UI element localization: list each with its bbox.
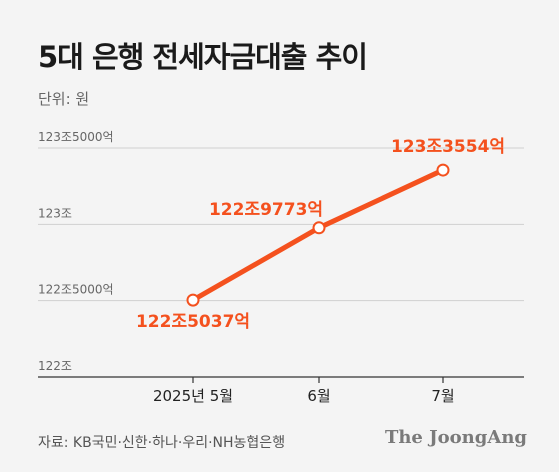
- x-tick-label: 7월: [431, 387, 454, 405]
- brand-logo: The JoongAng: [384, 427, 527, 448]
- label-layer: 122조5037억 122조9773억 123조3554억: [136, 137, 505, 332]
- y-tick-label: 122조: [38, 359, 72, 373]
- axis-layer: 122조 122조5000억 123조 123조5000억 2025년 5월 6월 7월: [38, 130, 524, 405]
- data-label: 123조3554억: [391, 137, 505, 157]
- x-tick-label: 2025년 5월: [153, 387, 233, 405]
- y-tick-label: 122조5000억: [38, 283, 114, 297]
- unit-label: 단위: 원: [38, 90, 90, 108]
- data-label: 122조9773억: [209, 200, 323, 220]
- y-tick-label: 123조: [38, 206, 72, 220]
- x-tick-label: 6월: [307, 387, 330, 405]
- data-label: 122조5037억: [136, 312, 250, 332]
- series-line: [190, 167, 446, 303]
- source-note: 자료: KB국민·신한·하나·우리·NH농협은행: [38, 435, 286, 451]
- data-point: [186, 293, 200, 307]
- chart-title: 5대 은행 전세자금대출 추이: [38, 40, 368, 74]
- data-point: [312, 221, 326, 235]
- y-tick-label: 123조5000억: [38, 130, 114, 144]
- grid-layer: [38, 147, 524, 302]
- data-point: [436, 163, 450, 177]
- series-layer: [186, 163, 450, 307]
